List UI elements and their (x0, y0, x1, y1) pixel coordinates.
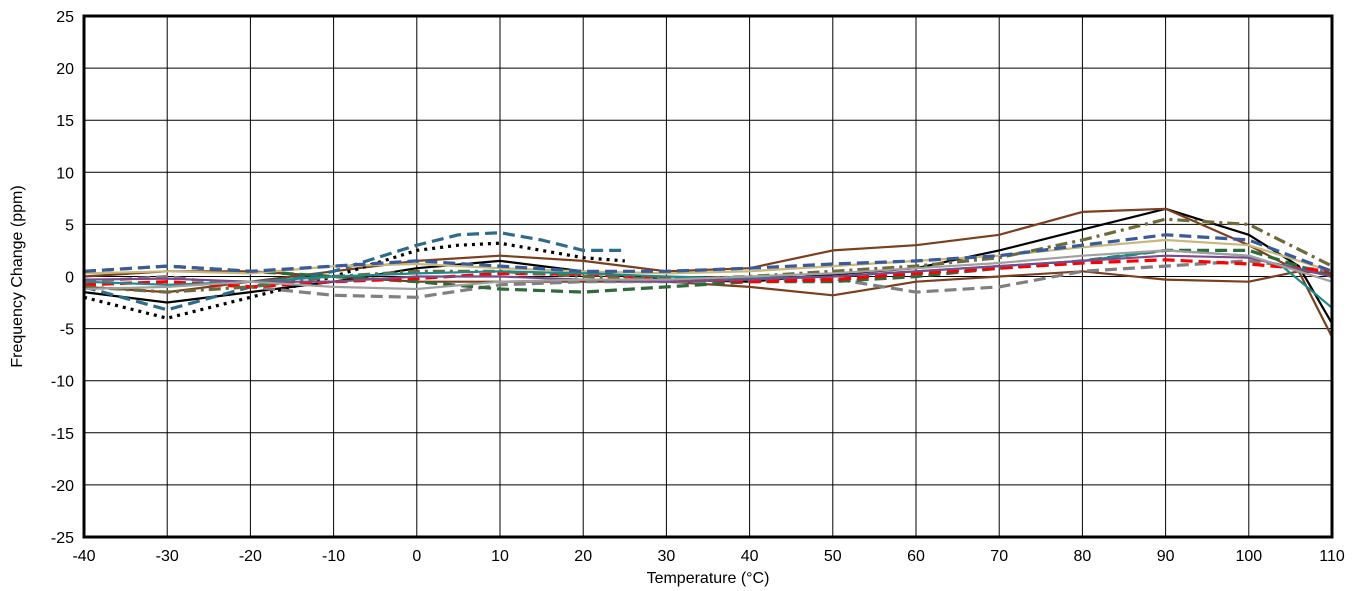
y-tick-label: -25 (51, 530, 74, 547)
x-tick-label: -30 (156, 548, 179, 565)
y-tick-label: 20 (56, 61, 74, 78)
y-tick-label: 25 (56, 9, 74, 26)
x-tick-label: 20 (574, 548, 592, 565)
x-tick-label: 70 (990, 548, 1008, 565)
y-axis-label: Frequency Change (ppm) (9, 185, 26, 367)
x-tick-label: 60 (907, 548, 925, 565)
x-tick-label: 30 (658, 548, 676, 565)
series-line (83, 249, 1333, 291)
y-tick-label: 10 (56, 165, 74, 182)
series-line (83, 254, 1333, 283)
y-tick-label: -5 (60, 322, 74, 339)
x-tick-label: 50 (824, 548, 842, 565)
x-tick-label: 40 (741, 548, 759, 565)
x-tick-label: 100 (1235, 548, 1262, 565)
series-line (83, 231, 625, 312)
x-tick-labels: -40 -30 -20 -10 0 10 20 30 40 50 60 70 80 90 100 110 (72, 548, 1344, 565)
plot-frame (82, 14, 1334, 539)
series-line (83, 241, 625, 320)
x-axis-label: Temperature (°C) (647, 570, 770, 587)
y-tick-labels: -25 -20 -15 -10 -5 0 5 10 15 20 25 (51, 9, 74, 547)
x-tick-label: -20 (239, 548, 262, 565)
x-tick-label: 110 (1319, 548, 1345, 565)
x-tick-label: -40 (72, 548, 95, 565)
x-tick-label: 90 (1157, 548, 1175, 565)
series-line (83, 233, 1333, 273)
y-tick-label: 0 (65, 270, 74, 287)
x-tick-label: -10 (322, 548, 345, 565)
y-tick-label: 15 (56, 113, 74, 130)
series-line (83, 248, 1333, 294)
y-tick-label: -10 (51, 374, 74, 391)
y-tick-label: 5 (65, 217, 74, 234)
x-tick-label: 10 (491, 548, 509, 565)
x-tick-label: 0 (412, 548, 421, 565)
series-line (83, 259, 1333, 299)
data-curves (83, 207, 1333, 338)
y-tick-label: -15 (51, 426, 74, 443)
x-tick-label: 80 (1074, 548, 1092, 565)
y-tick-label: -20 (51, 478, 74, 495)
